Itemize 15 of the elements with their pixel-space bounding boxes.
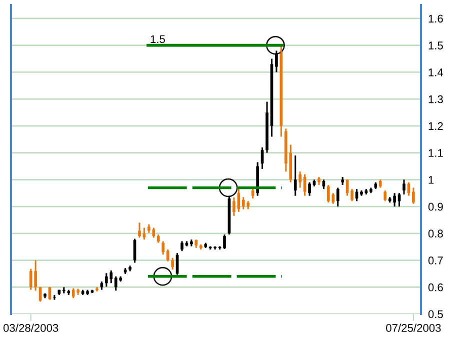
y-tick-label: 0.6 [428, 283, 443, 292]
y-tick-label: 1.3 [428, 95, 443, 104]
y-tick-label: 0.8 [428, 230, 443, 238]
y-tick-label: 0.9 [428, 202, 443, 211]
y-tick-label: 1 [428, 176, 434, 184]
y-tick-label: 0.7 [428, 256, 443, 264]
ref-line-label: 1.5 [150, 35, 165, 44]
y-tick-label: 1.6 [428, 14, 443, 23]
y-tick-label: 1.1 [428, 149, 443, 157]
y-tick-label: 0.5 [428, 310, 443, 318]
y-tick-label: 1.4 [428, 68, 444, 76]
y-tick-label: 1.2 [428, 122, 443, 130]
x-tick-label: 03/28/2003 [3, 324, 58, 332]
x-tick-label: 07/25/2003 [386, 324, 441, 332]
y-tick-label: 1.5 [428, 42, 443, 50]
